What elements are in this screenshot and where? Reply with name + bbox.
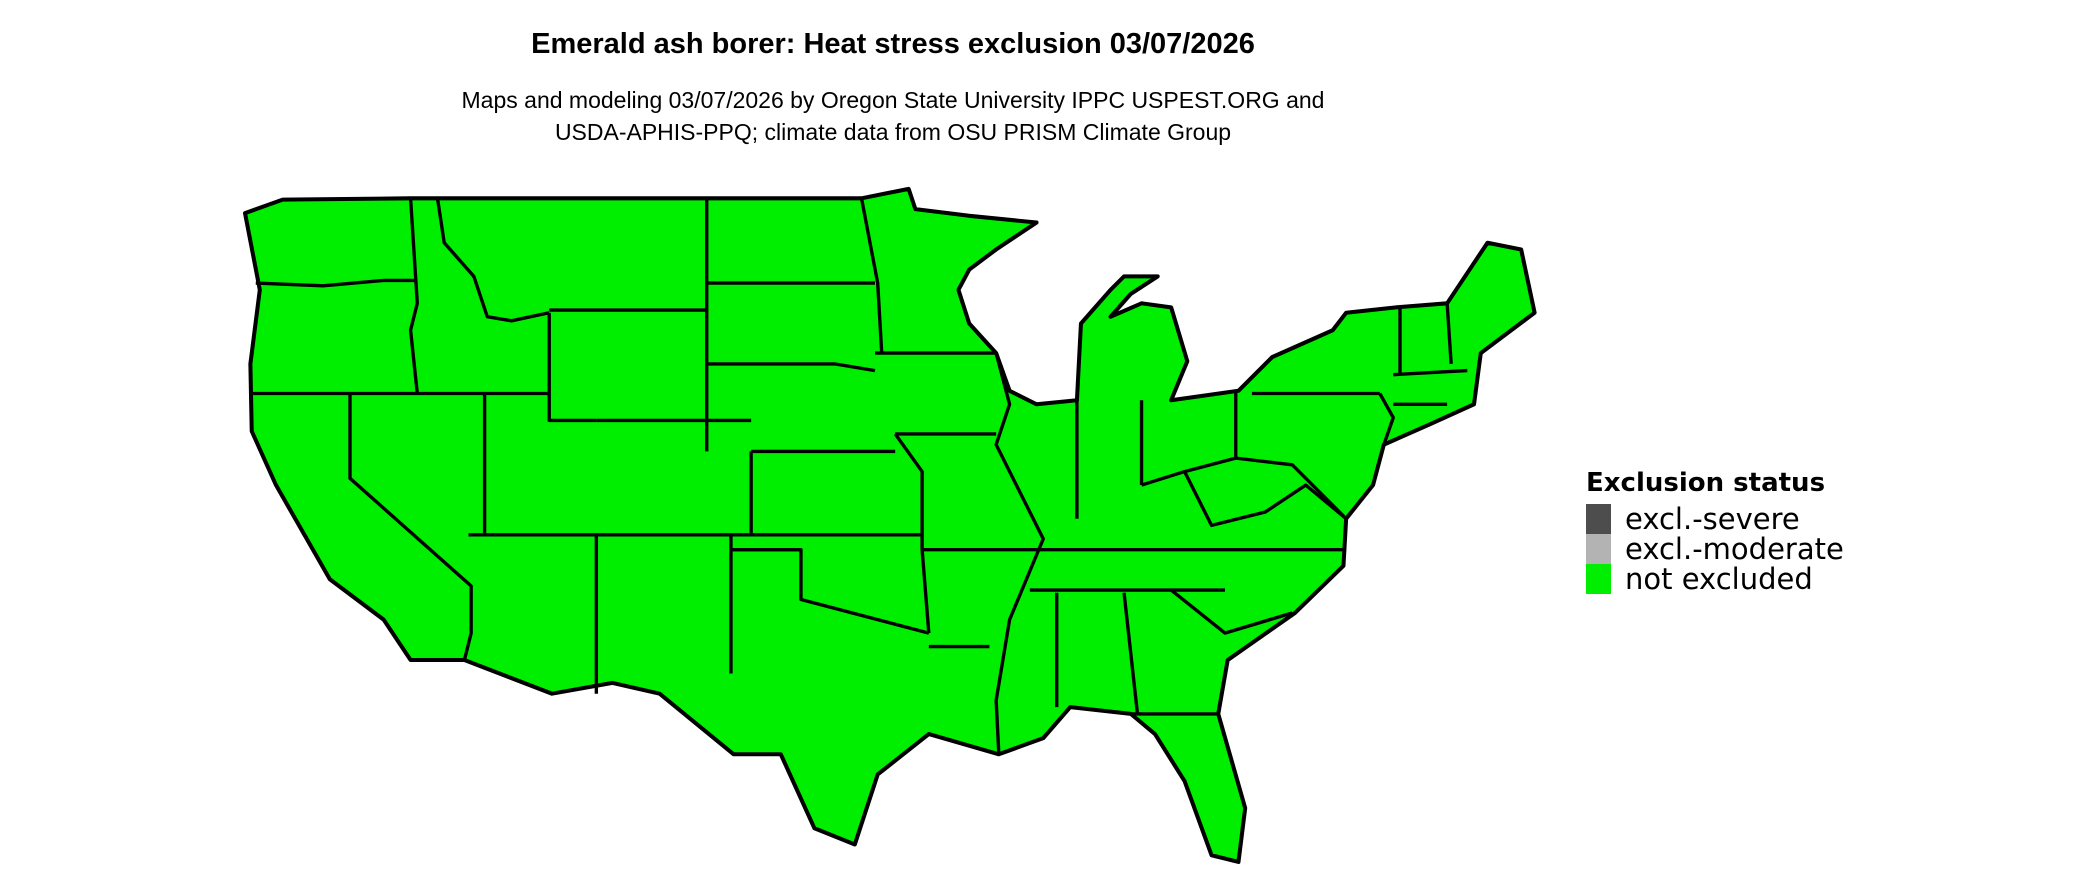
state-border <box>255 278 418 288</box>
state-border <box>994 352 1045 755</box>
legend-item-not-excluded: not excluded <box>1586 562 1844 596</box>
state-border <box>1170 588 1293 635</box>
legend-label: not excluded <box>1625 562 1813 596</box>
state-border <box>1122 592 1140 715</box>
map-title: Emerald ash borer: Heat stress exclusion… <box>531 28 1255 60</box>
state-border <box>1378 392 1395 446</box>
legend-swatch <box>1586 564 1611 594</box>
state-border <box>1393 368 1468 377</box>
subtitle-line-2: USDA-APHIS-PPQ; climate data from OSU PR… <box>554 119 1232 145</box>
legend: Exclusion status excl.-severe excl.-mode… <box>1586 468 1844 596</box>
state-border <box>1141 456 1348 520</box>
legend-title: Exclusion status <box>1586 468 1826 498</box>
state-border <box>893 432 931 634</box>
state-border <box>408 198 419 394</box>
legend-label: excl.-moderate <box>1625 532 1844 566</box>
legend-swatch <box>1586 534 1611 564</box>
state-border <box>706 362 876 373</box>
legend-item-moderate: excl.-moderate <box>1586 532 1844 566</box>
state-border <box>1183 470 1348 528</box>
state-border <box>859 197 884 354</box>
state-border <box>435 198 550 323</box>
legend-label: excl.-severe <box>1625 502 1800 536</box>
state-border <box>547 312 597 423</box>
map-subtitle: Maps and modeling 03/07/2026 by Oregon S… <box>0 84 1786 148</box>
subtitle-line-1: Maps and modeling 03/07/2026 by Oregon S… <box>461 87 1325 113</box>
legend-item-severe: excl.-severe <box>1586 502 1844 536</box>
state-border <box>348 393 473 661</box>
state-borders <box>253 197 1468 755</box>
state-border <box>1445 303 1453 364</box>
us-outline <box>242 186 1537 864</box>
legend-swatch <box>1586 504 1611 534</box>
